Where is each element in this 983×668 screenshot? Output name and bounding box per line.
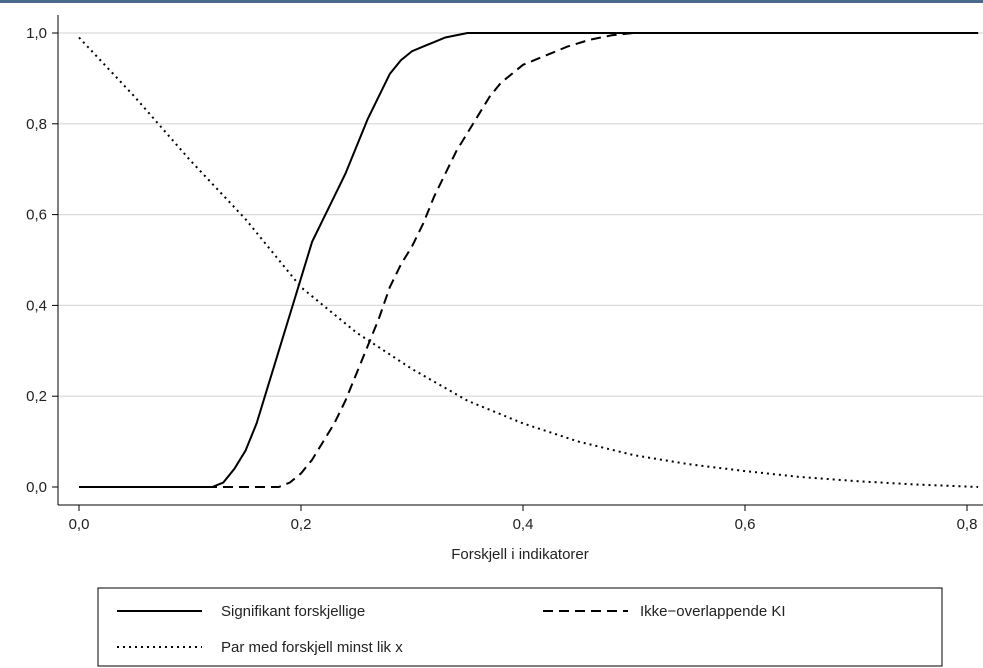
legend: Signifikant forskjellige Ikke−overlappen…	[97, 587, 943, 667]
legend-box	[97, 587, 943, 667]
y-tick-label-4: 0,8	[26, 116, 47, 133]
axes	[57, 15, 983, 506]
legend-label-ikke-overlappende: Ikke−overlappende KI	[640, 603, 786, 620]
series	[78, 32, 979, 488]
gridlines	[58, 32, 983, 397]
x-tick-label-0: 0,0	[69, 516, 90, 533]
series-line-signifikant	[79, 32, 979, 488]
y-tick-label-1: 0,2	[26, 388, 47, 405]
top-rule	[0, 0, 983, 3]
x-tick-label-1: 0,2	[291, 516, 312, 533]
y-tick-label-3: 0,6	[26, 207, 47, 224]
y-tick-label-0: 0,0	[26, 479, 47, 496]
series-line-par-med-forskjell	[78, 36, 979, 488]
x-tick-label-3: 0,6	[735, 516, 756, 533]
y-tick-label-5: 1,0	[26, 25, 47, 42]
ticks: 0,0 0,2 0,4 0,6 0,8 1,0 0,0 0,2 0,4 0,6 0,8	[26, 25, 977, 533]
legend-label-signifikant: Signifikant forskjellige	[221, 603, 365, 620]
series-line-ikke-overlappende	[79, 32, 979, 488]
x-tick-label-2: 0,4	[513, 516, 534, 533]
legend-label-par-med-forskjell: Par med forskjell minst lik x	[221, 639, 403, 656]
x-axis-title: Forskjell i indikatorer	[451, 546, 589, 563]
y-tick-label-2: 0,4	[26, 297, 47, 314]
x-tick-label-4: 0,8	[957, 516, 978, 533]
